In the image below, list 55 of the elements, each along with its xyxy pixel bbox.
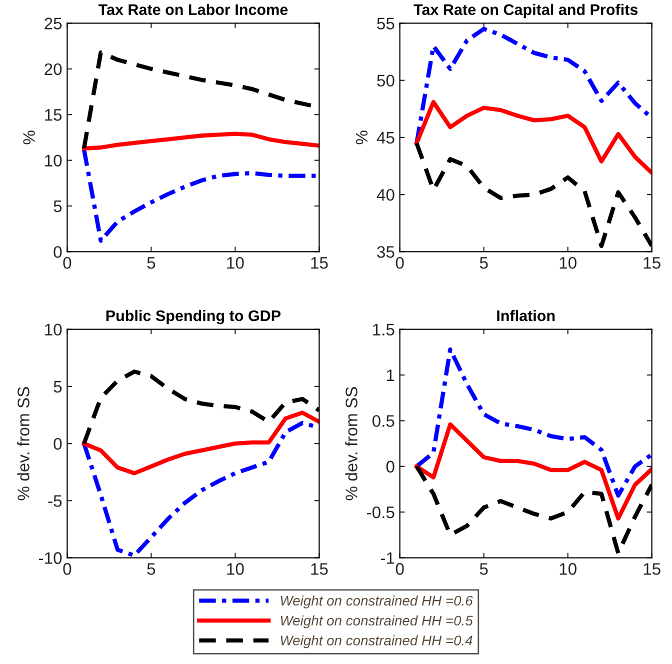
x-tick-label: 15	[311, 257, 328, 269]
y-tick-label: 50	[377, 74, 394, 87]
y-tick-label: 25	[44, 18, 62, 30]
legend-label: Weight on constrained HH =0.4	[280, 635, 472, 648]
line-series	[414, 347, 652, 498]
y-tick-label: 35	[377, 246, 394, 258]
x-tick-label: 5	[480, 563, 488, 575]
chart-title: Tax Rate on Capital and Profits	[414, 4, 638, 18]
y-tick-label: 5	[54, 381, 62, 393]
x-tick-label: 15	[644, 257, 660, 269]
y-tick-label: -1	[380, 552, 394, 564]
y-tick-label: -0.5	[367, 506, 394, 518]
y-tick-label: 55	[377, 18, 394, 30]
line-series	[414, 100, 652, 175]
line-series	[82, 132, 320, 151]
chart-title: Public Spending to GDP	[106, 310, 281, 324]
y-tick-label: -10	[38, 552, 62, 564]
y-tick-label: 1.5	[373, 324, 394, 336]
y-tick-label: 20	[44, 63, 62, 76]
legend-label: Weight on constrained HH =0.6	[280, 595, 473, 608]
y-tick-label: 15	[45, 109, 62, 121]
y-tick-label: 40	[376, 188, 394, 201]
legend-label: Weight on constrained HH =0.5	[280, 615, 473, 628]
line-series	[414, 422, 652, 521]
y-tick-label: 10	[45, 154, 62, 166]
y-tick-label: 0.5	[372, 415, 394, 427]
chart-title: Inflation	[497, 310, 555, 322]
x-tick-label: 0	[63, 563, 72, 575]
y-axis-title: %	[356, 130, 368, 144]
x-tick-label: 5	[480, 257, 488, 269]
y-axis-title: % dev. from SS	[345, 387, 358, 500]
x-tick-label: 0	[396, 563, 404, 575]
x-tick-label: 0	[396, 256, 404, 269]
x-tick-label: 5	[147, 257, 156, 269]
y-tick-label: 0	[386, 460, 394, 473]
x-tick-label: 10	[560, 256, 576, 269]
x-tick-label: 10	[227, 563, 244, 575]
x-tick-label: 10	[560, 563, 576, 575]
y-tick-label: 5	[54, 200, 62, 212]
line-series	[414, 26, 652, 146]
chart-title: Tax Rate on Labor Income	[98, 4, 288, 16]
x-tick-label: 15	[311, 563, 328, 575]
y-axis-title: % dev. from SS	[17, 387, 30, 500]
y-tick-label: 45	[376, 132, 394, 144]
x-tick-label: 10	[227, 256, 244, 269]
y-tick-label: -5	[48, 495, 62, 507]
x-tick-label: 5	[147, 563, 156, 575]
y-axis-title: %	[23, 130, 35, 144]
x-tick-label: 0	[63, 256, 72, 269]
y-tick-label: 0	[54, 246, 62, 258]
y-tick-label: 1	[386, 370, 394, 382]
y-tick-label: 0	[54, 438, 62, 450]
y-tick-label: 10	[45, 324, 62, 336]
line-series	[82, 410, 320, 476]
x-tick-label: 15	[644, 563, 660, 575]
